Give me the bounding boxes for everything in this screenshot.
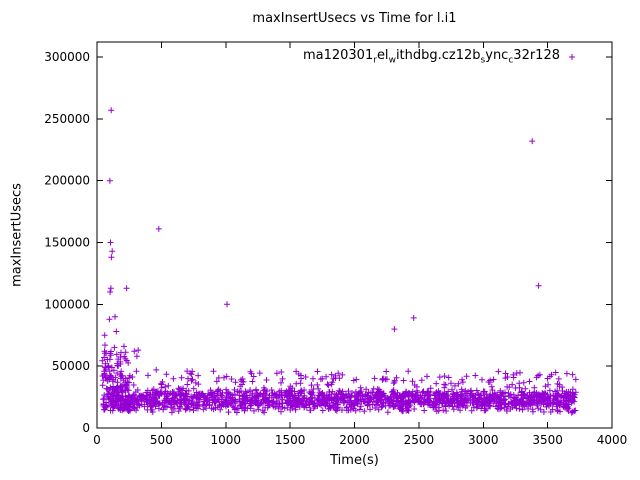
legend-subscript: w — [388, 55, 396, 66]
legend-text: 32r128 — [513, 48, 560, 63]
x-tick-label: 0 — [93, 433, 101, 447]
y-tick-label: 150000 — [44, 236, 90, 250]
x-tick-label: 3000 — [468, 433, 499, 447]
y-tick-label: 250000 — [44, 112, 90, 126]
x-tick-label: 500 — [150, 433, 173, 447]
x-tick-label: 4000 — [597, 433, 628, 447]
y-tick-label: 200000 — [44, 174, 90, 188]
legend-text: el — [376, 48, 389, 63]
x-tick-label: 2000 — [339, 433, 370, 447]
axis-ticks — [96, 42, 613, 429]
x-tick-label: 3500 — [532, 433, 563, 447]
legend-subscript: c — [508, 55, 514, 66]
chart-title: maxInsertUsecs vs Time for l.i1 — [252, 11, 457, 26]
legend-text: ync — [485, 48, 509, 63]
x-tick-label: 1500 — [275, 433, 306, 447]
x-tick-label: 2500 — [404, 433, 435, 447]
legend-text: ithdbg.cz12b — [395, 48, 481, 63]
plot-border — [96, 41, 613, 429]
y-tick-label: 0 — [82, 421, 90, 435]
scatter-points — [99, 54, 579, 416]
legend-label: ma120301relwithdbg.cz12bsyncc32r128 — [303, 48, 560, 66]
y-tick-label: 100000 — [44, 297, 90, 311]
legend-subscript: r — [373, 55, 377, 66]
legend-subscript: s — [480, 55, 486, 66]
x-axis-label: Time(s) — [330, 453, 379, 468]
y-tick-label: 300000 — [44, 50, 90, 64]
y-tick-label: 50000 — [52, 359, 90, 373]
x-tick-label: 1000 — [210, 433, 241, 447]
legend-text: ma120301 — [302, 48, 374, 63]
